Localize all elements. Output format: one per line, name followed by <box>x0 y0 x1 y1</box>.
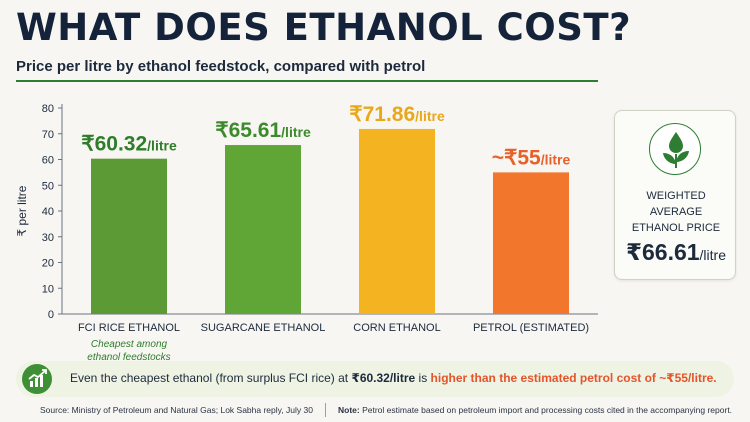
category-label: CORN ETHANOL <box>353 322 440 334</box>
footer-divider <box>325 403 326 417</box>
annotation: ethanol feedstocks <box>87 352 170 363</box>
y-tick-label: 50 <box>42 180 54 192</box>
data-label: ₹71.86/litre <box>349 103 445 126</box>
y-tick-label: 40 <box>42 206 54 218</box>
data-label: ~₹55/litre <box>492 146 571 169</box>
weighted-average-label: WEIGHTED AVERAGE ETHANOL PRICE <box>619 188 733 236</box>
weighted-average-value: ₹66.61/litre <box>619 239 733 266</box>
category-label: FCI RICE ETHANOL <box>78 322 180 334</box>
page-title: WHAT DOES ETHANOL COST? <box>16 6 632 49</box>
weighted-average-label-line2: ETHANOL PRICE <box>631 222 721 234</box>
weighted-average-label-line1: WEIGHTED AVERAGE <box>646 190 706 218</box>
y-tick-label: 80 <box>42 103 54 115</box>
data-label: ₹65.61/litre <box>215 119 311 142</box>
footnote-text: Petrol estimate based on petroleum impor… <box>359 405 733 415</box>
bar <box>493 172 569 314</box>
page-subtitle: Price per litre by ethanol feedstock, co… <box>16 58 426 75</box>
category-label: PETROL (ESTIMATED) <box>473 322 589 334</box>
y-tick-label: 30 <box>42 232 54 244</box>
source-note: Source: Ministry of Petroleum and Natura… <box>40 405 313 415</box>
y-tick-label: 0 <box>48 309 54 321</box>
leaf-drop-icon <box>649 123 701 175</box>
y-tick-label: 20 <box>42 258 54 270</box>
insight-highlight: higher than the estimated petrol cost of… <box>430 371 717 385</box>
insight-value: ₹60.32/litre <box>351 371 416 385</box>
y-tick-label: 60 <box>42 155 54 167</box>
insight-text-1: Even the cheapest ethanol (from surplus … <box>70 371 352 385</box>
y-tick-label: 10 <box>42 283 54 295</box>
subtitle-divider <box>16 80 598 82</box>
bar <box>359 128 435 314</box>
weighted-average-number: ₹66.61 <box>625 239 700 265</box>
data-label: ₹60.32/litre <box>81 133 177 156</box>
weighted-average-unit: /litre <box>699 247 726 263</box>
y-tick-label: 70 <box>42 129 54 141</box>
footnote: Note: Petrol estimate based on petroleum… <box>338 405 732 415</box>
y-axis-label: ₹ per litre <box>15 185 29 236</box>
footnote-label: Note: <box>338 405 360 415</box>
insight-text-2: is <box>415 371 431 385</box>
category-label: SUGARCANE ETHANOL <box>201 322 326 334</box>
insight-banner: Even the cheapest ethanol (from surplus … <box>16 361 734 397</box>
insight-text: Even the cheapest ethanol (from surplus … <box>70 371 717 385</box>
bar-chart: 0 10 20 30 40 50 60 70 80 ₹ per litre ₹60.32/litre… <box>15 103 598 363</box>
growth-chart-icon <box>22 364 52 394</box>
bar <box>91 158 167 314</box>
weighted-average-card: WEIGHTED AVERAGE ETHANOL PRICE ₹66.61/li… <box>614 110 736 280</box>
annotation: Cheapest among <box>91 339 168 350</box>
bar <box>225 145 301 314</box>
